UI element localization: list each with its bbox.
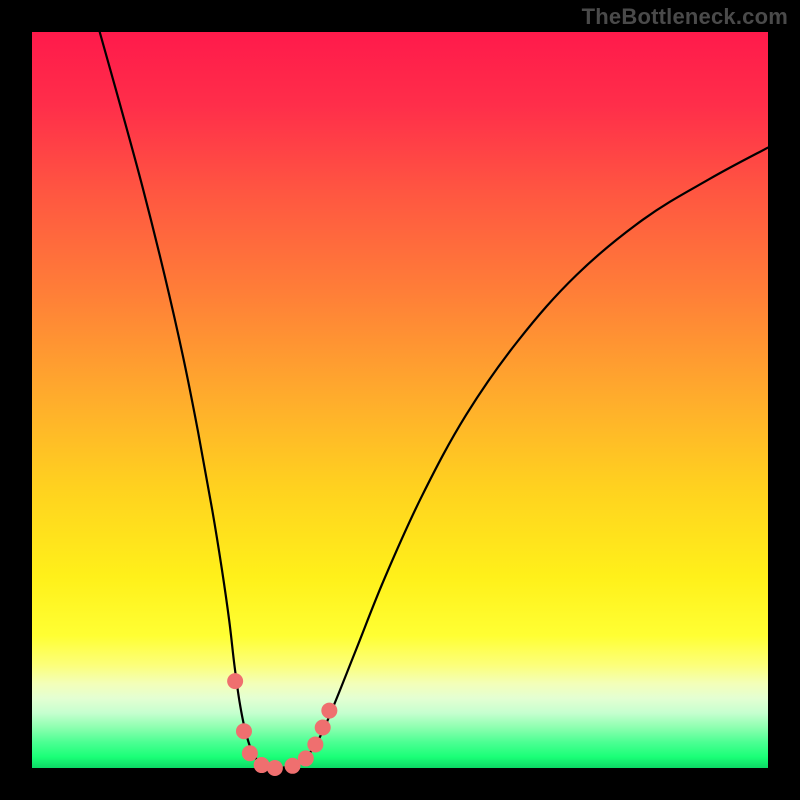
data-marker [298,750,314,766]
figure-root: TheBottleneck.com [0,0,800,800]
data-marker [242,745,258,761]
watermark-label: TheBottleneck.com [582,4,788,30]
plot-svg [0,0,800,800]
data-marker [321,703,337,719]
data-marker [307,736,323,752]
data-marker [267,760,283,776]
data-marker [236,723,252,739]
data-marker [227,673,243,689]
data-marker [315,720,331,736]
data-marker [254,757,270,773]
